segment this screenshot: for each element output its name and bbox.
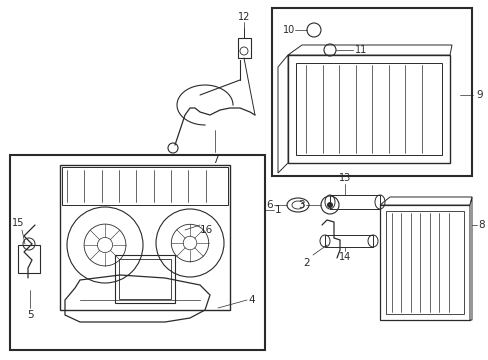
Bar — [271, 8, 471, 176]
Bar — [385, 211, 463, 314]
Text: 9: 9 — [475, 90, 482, 100]
Text: 10: 10 — [282, 25, 294, 35]
Bar — [329, 195, 379, 209]
Bar — [295, 63, 441, 155]
Text: 13: 13 — [338, 173, 350, 183]
Bar — [115, 255, 175, 303]
Text: 5: 5 — [27, 310, 33, 320]
Polygon shape — [278, 55, 287, 173]
Bar — [10, 155, 264, 350]
Text: 15: 15 — [12, 218, 24, 228]
Text: 11: 11 — [354, 45, 366, 55]
Bar — [60, 165, 229, 310]
Polygon shape — [469, 197, 471, 320]
Text: 16: 16 — [200, 225, 213, 235]
Text: 3: 3 — [298, 200, 305, 210]
Text: 4: 4 — [247, 295, 254, 305]
Bar — [325, 235, 372, 247]
Bar — [18, 245, 40, 273]
Bar — [238, 38, 250, 58]
Text: 1: 1 — [274, 205, 281, 215]
Text: 2: 2 — [303, 258, 309, 268]
Bar — [119, 259, 171, 299]
Text: 6: 6 — [266, 200, 272, 210]
Bar — [379, 205, 469, 320]
Circle shape — [326, 202, 332, 208]
Bar — [62, 167, 227, 205]
Text: 7: 7 — [211, 155, 218, 165]
Text: 12: 12 — [237, 12, 250, 22]
Polygon shape — [379, 197, 471, 205]
Bar — [287, 55, 449, 163]
Text: 14: 14 — [338, 252, 350, 262]
Text: 8: 8 — [477, 220, 484, 230]
Polygon shape — [287, 45, 451, 55]
